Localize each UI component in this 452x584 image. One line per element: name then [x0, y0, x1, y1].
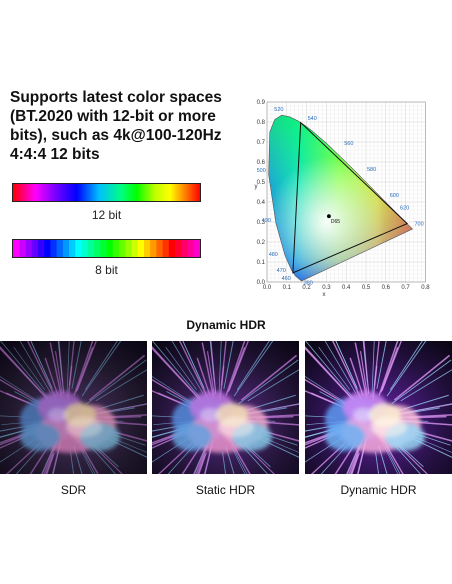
sdr-caption: SDR: [60, 483, 87, 497]
wavelength-label-490: 490: [262, 218, 271, 224]
y-tick-label: 0.8: [257, 120, 266, 126]
y-axis-label: y: [255, 184, 258, 190]
wavelength-label-540: 540: [308, 116, 317, 122]
12-bit-label: 12 bit: [91, 208, 122, 222]
x-tick-label: 0.4: [342, 285, 351, 291]
wavelength-label-560: 560: [344, 141, 353, 147]
wavelength-label-700: 700: [415, 222, 424, 228]
y-tick-label: 0.0: [257, 280, 266, 286]
8-bit-gradient-bar: [12, 239, 201, 258]
wavelength-label-620: 620: [400, 206, 409, 212]
whitepoint-label: D65: [331, 219, 340, 225]
wavelength-label-600: 600: [390, 193, 399, 199]
y-tick-label: 0.6: [257, 160, 266, 166]
bt2020-triangle: [292, 121, 409, 274]
wavelength-label-480: 480: [269, 252, 278, 258]
x-tick-label: 0.7: [401, 285, 410, 291]
8-bit-label: 8 bit: [95, 263, 118, 277]
x-tick-label: 0.6: [382, 285, 391, 291]
y-tick-label: 0.1: [257, 260, 266, 266]
whitepoint-marker: [327, 214, 331, 219]
dynamic-hdr-image: [305, 341, 452, 474]
x-axis-label: x: [323, 292, 326, 298]
x-tick-label: 0.1: [283, 285, 292, 291]
static-hdr-caption: Static HDR: [195, 483, 256, 497]
dynamic-hdr-caption: Dynamic HDR: [340, 483, 417, 497]
12-bit-gradient-bar: [12, 183, 201, 202]
y-tick-label: 0.2: [257, 240, 266, 246]
wavelength-label-460: 460: [282, 276, 291, 282]
sdr-image: [0, 341, 147, 474]
y-tick-label: 0.4: [257, 200, 266, 206]
static-hdr-image: [152, 341, 299, 474]
hdr-section-title: Dynamic HDR: [186, 318, 266, 332]
headline: Supports latest color spaces (BT.2020 wi…: [10, 89, 222, 163]
wavelength-label-520: 520: [274, 107, 283, 113]
x-tick-label: 0.5: [362, 285, 371, 291]
wavelength-label-470: 470: [277, 268, 286, 274]
x-tick-label: 0.2: [302, 285, 311, 291]
x-tick-label: 0.3: [322, 285, 331, 291]
y-tick-label: 0.5: [257, 180, 266, 186]
x-tick-label: 0.8: [421, 285, 430, 291]
wavelength-label-580: 580: [367, 167, 376, 173]
cie-gamut-diagram: D65 0.0 0.1 0.2 0.3 0.4 0.5 0.6 0.7 0.8 0.0 0.1 0.…: [250, 86, 446, 302]
wavelength-label-500: 500: [257, 168, 266, 174]
y-tick-label: 0.7: [257, 140, 266, 146]
y-tick-label: 0.9: [257, 100, 266, 106]
x-tick-label: 0.0: [263, 285, 272, 291]
wavelength-label-380: 380: [304, 280, 313, 286]
y-tick-label: 0.3: [257, 220, 266, 226]
